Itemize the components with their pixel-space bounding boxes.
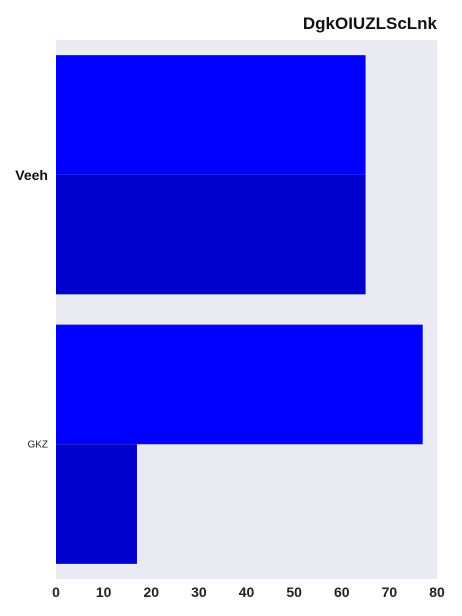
x-tick-label: 30 bbox=[191, 584, 207, 600]
chart-title: DgkOIUZLScLnk bbox=[303, 14, 438, 33]
x-tick-label: 20 bbox=[143, 584, 159, 600]
x-tick-label: 70 bbox=[382, 584, 398, 600]
y-tick-label-veeh: Veeh bbox=[15, 167, 48, 183]
x-tick-label: 40 bbox=[239, 584, 255, 600]
x-tick-label: 60 bbox=[334, 584, 350, 600]
bars-group bbox=[56, 55, 423, 564]
y-tick-label-gkz: GKZ bbox=[27, 439, 48, 450]
bar-gkz-series-2 bbox=[56, 444, 137, 564]
x-tick-label: 80 bbox=[429, 584, 445, 600]
x-tick-label: 10 bbox=[96, 584, 112, 600]
bar-gkz-series-1 bbox=[56, 324, 423, 445]
x-axis-ticks: 0 10 20 30 40 50 60 70 80 bbox=[52, 584, 445, 600]
bar-veeh-series-2 bbox=[56, 174, 366, 295]
y-axis-labels: Veeh GKZ bbox=[15, 167, 48, 451]
x-tick-label: 50 bbox=[286, 584, 302, 600]
x-tick-label: 0 bbox=[52, 584, 60, 600]
bar-veeh-series-1 bbox=[56, 55, 366, 175]
